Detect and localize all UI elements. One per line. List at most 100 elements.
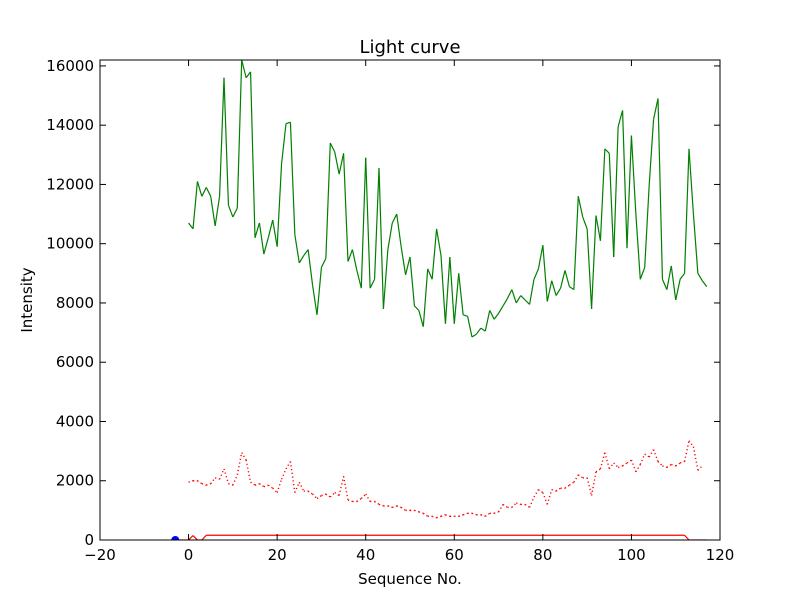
line-segment [427, 268, 433, 280]
line-segment [289, 122, 296, 235]
line-segment [480, 327, 486, 332]
line-segment [316, 267, 323, 315]
x-tick-label: 0 [184, 546, 194, 564]
line-segment [356, 497, 362, 503]
line-segment [569, 286, 575, 291]
line-segment [214, 196, 221, 227]
line-segment [462, 512, 468, 516]
line-segment [675, 462, 681, 467]
line-segment [590, 471, 597, 496]
line-segment [639, 267, 646, 280]
line-segment [559, 270, 566, 289]
line-segment [289, 461, 296, 493]
line-segment [435, 228, 442, 256]
x-tick-label: −20 [84, 546, 116, 564]
line-segment [276, 479, 283, 493]
line-segment [365, 493, 371, 502]
line-segment [613, 126, 619, 258]
line-segment [192, 535, 198, 540]
line-segment [546, 280, 553, 302]
line-segment [236, 60, 243, 209]
line-segment [400, 506, 406, 511]
line-segment [192, 181, 199, 229]
line-segment [329, 492, 336, 498]
plot-area: −20 0 20 40 60 80 100 1200200040006000800010000… [46, 57, 734, 564]
line-segment [569, 481, 575, 486]
line-segment [254, 483, 260, 486]
line-segment [675, 279, 681, 301]
y-tick-label: 8000 [56, 294, 94, 312]
line-segment [533, 489, 540, 498]
line-segment [356, 270, 362, 289]
line-segment [285, 461, 292, 470]
line-segment [347, 249, 353, 262]
line-segment [635, 464, 641, 473]
x-axis-label: Sequence No. [358, 570, 462, 588]
line-segment [635, 214, 641, 280]
line-segment [307, 249, 314, 286]
line-segment [701, 280, 708, 288]
line-segment [241, 60, 247, 78]
line-segment [272, 219, 278, 247]
line-segment [497, 504, 504, 513]
line-segment [250, 481, 256, 486]
line-segment [480, 514, 486, 517]
line-segment [201, 483, 207, 486]
line-segment [210, 196, 216, 227]
line-segment [604, 452, 610, 470]
line-segment [307, 490, 313, 495]
line-segment [608, 153, 615, 258]
x-tick-label: 60 [445, 546, 464, 564]
line-segment [431, 228, 438, 280]
line-segment [445, 514, 451, 517]
line-segment [524, 503, 530, 508]
line-segment [259, 483, 265, 488]
line-segment [360, 493, 367, 500]
line-segment [520, 295, 526, 301]
y-axis-label: Intensity [18, 267, 36, 332]
line-segment [573, 474, 579, 483]
series-group [171, 60, 708, 540]
line-segment [351, 249, 358, 271]
line-segment [258, 222, 265, 255]
line-segment [582, 216, 588, 230]
line-segment [506, 289, 513, 299]
line-segment [294, 234, 300, 264]
line-segment [573, 196, 579, 290]
line-segment [228, 483, 234, 486]
line-segment [555, 287, 562, 296]
line-segment [515, 295, 522, 304]
line-segment [577, 196, 584, 218]
line-segment [245, 71, 252, 79]
line-segment [630, 135, 637, 215]
x-tick-label: 20 [268, 546, 287, 564]
line-segment [524, 299, 530, 305]
line-segment [484, 310, 491, 332]
y-tick-label: 16000 [46, 57, 94, 75]
line-segment [196, 181, 203, 197]
line-segment [232, 207, 238, 218]
line-segment [453, 273, 460, 324]
line-segment [652, 98, 659, 120]
line-segment [201, 187, 207, 197]
line-segment [396, 213, 402, 247]
line-segment [188, 222, 194, 230]
line-segment [223, 77, 230, 206]
line-segment [422, 268, 429, 327]
line-segment [254, 222, 261, 238]
y-tick-label: 0 [84, 531, 94, 549]
line-segment [280, 123, 287, 164]
line-segment [365, 157, 371, 289]
line-segment [347, 499, 353, 503]
line-segment [272, 487, 278, 494]
line-segment [197, 480, 203, 485]
line-segment [440, 255, 447, 324]
x-tick-label: 120 [706, 546, 735, 564]
y-tick-label: 4000 [56, 412, 94, 430]
line-segment [648, 449, 655, 458]
series-1 [188, 60, 708, 338]
line-segment [311, 285, 318, 315]
line-segment [679, 272, 686, 280]
line-segment [626, 135, 633, 249]
